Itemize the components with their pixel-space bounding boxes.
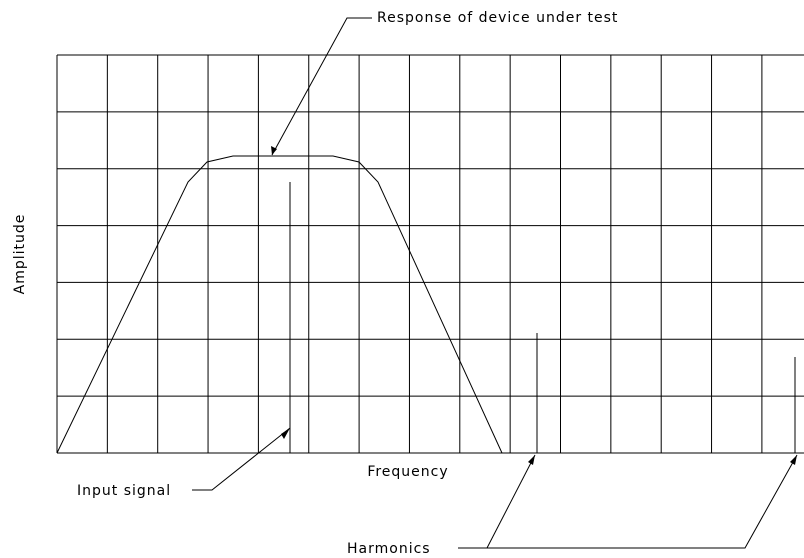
- arrowhead: [271, 146, 277, 155]
- input-label: Input signal: [77, 483, 171, 499]
- harmonics-leader: [458, 454, 798, 549]
- title: Response of device under test: [377, 10, 618, 26]
- y-axis-label: Amplitude: [12, 214, 28, 295]
- input-leader: [192, 427, 291, 491]
- harmonics-label: Harmonics: [347, 541, 431, 557]
- grid: [56, 54, 804, 454]
- response-curve: [56, 155, 503, 454]
- arrowhead: [281, 428, 290, 439]
- x-axis-label: Frequency: [367, 464, 448, 480]
- arrowhead: [790, 455, 797, 465]
- title-leader: [271, 17, 372, 156]
- arrowhead: [528, 455, 535, 465]
- harmonics-leader: [486, 454, 536, 549]
